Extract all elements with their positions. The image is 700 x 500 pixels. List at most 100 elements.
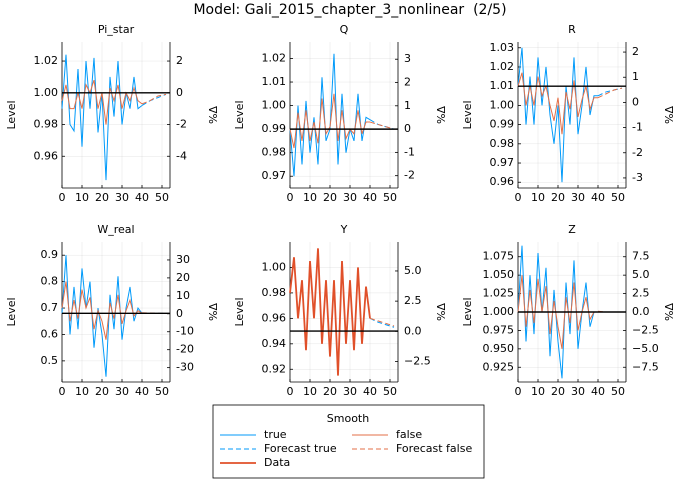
x-tick-label: 40 bbox=[363, 191, 377, 204]
y-tick-label: 1.01 bbox=[490, 79, 515, 92]
x-tick-label: 50 bbox=[611, 385, 625, 398]
y2-tick-label: -3 bbox=[632, 171, 643, 184]
y-tick-label: 0.97 bbox=[490, 156, 515, 169]
y-axis-label: Level bbox=[5, 297, 18, 326]
legend-label: Forecast false bbox=[396, 442, 472, 455]
y-tick-label: 0.7 bbox=[41, 301, 59, 314]
y-tick-label: 0.98 bbox=[262, 286, 287, 299]
y-tick-label: 0.98 bbox=[262, 146, 287, 159]
x-tick-label: 30 bbox=[571, 385, 585, 398]
x-tick-label: 10 bbox=[531, 385, 545, 398]
x-tick-label: 50 bbox=[383, 191, 397, 204]
y-tick-label: 0.98 bbox=[490, 137, 515, 150]
series-line bbox=[141, 93, 167, 105]
y2-axis-label: %Δ bbox=[663, 106, 676, 124]
y2-tick-label: 0.0 bbox=[404, 324, 422, 337]
y2-tick-label: -1 bbox=[632, 121, 643, 134]
y-axis-label: Level bbox=[233, 297, 246, 326]
y2-tick-label: 0.0 bbox=[632, 305, 650, 318]
x-tick-label: 20 bbox=[95, 385, 109, 398]
series-line bbox=[517, 72, 598, 135]
y2-tick-label: 0 bbox=[176, 307, 183, 320]
y2-tick-label: −2.5 bbox=[404, 354, 431, 367]
x-tick-label: 30 bbox=[115, 385, 129, 398]
y2-tick-label: 10 bbox=[176, 289, 190, 302]
legend-title: Smooth bbox=[327, 412, 369, 425]
series-line bbox=[289, 93, 370, 149]
x-tick-label: 30 bbox=[115, 191, 129, 204]
x-tick-label: 0 bbox=[515, 385, 522, 398]
x-tick-label: 20 bbox=[551, 191, 565, 204]
y-tick-label: 1.050 bbox=[483, 268, 515, 281]
y-tick-label: 0.99 bbox=[490, 118, 515, 131]
legend-label: false bbox=[396, 428, 422, 441]
x-tick-label: 40 bbox=[591, 191, 605, 204]
y2-tick-label: -30 bbox=[176, 361, 194, 374]
y-tick-label: 1.02 bbox=[34, 54, 59, 67]
y2-tick-label: 30 bbox=[176, 253, 190, 266]
x-tick-label: 50 bbox=[383, 385, 397, 398]
y-tick-label: 0.94 bbox=[262, 337, 287, 350]
x-tick-label: 0 bbox=[59, 385, 66, 398]
series-line bbox=[61, 281, 143, 340]
y2-tick-label: 0 bbox=[404, 122, 411, 135]
y2-tick-label: -2 bbox=[176, 118, 187, 131]
y2-tick-label: 1 bbox=[404, 99, 411, 112]
y2-tick-label: -2 bbox=[632, 146, 643, 159]
x-tick-label: 40 bbox=[135, 385, 149, 398]
y2-axis-label: %Δ bbox=[207, 303, 220, 321]
x-tick-label: 50 bbox=[155, 385, 169, 398]
y2-axis-label: %Δ bbox=[207, 106, 220, 124]
y2-tick-label: −5.0 bbox=[632, 342, 659, 355]
x-tick-label: 20 bbox=[323, 191, 337, 204]
y2-tick-label: 5.0 bbox=[632, 268, 650, 281]
y-tick-label: 1.000 bbox=[483, 305, 515, 318]
x-tick-label: 0 bbox=[287, 191, 294, 204]
y-tick-label: 0.925 bbox=[483, 360, 515, 373]
y2-axis-label: %Δ bbox=[435, 106, 448, 124]
legend-label: Forecast true bbox=[264, 442, 337, 455]
y-axis-label: Level bbox=[233, 100, 246, 129]
x-tick-label: 0 bbox=[287, 385, 294, 398]
series-line bbox=[517, 245, 598, 379]
y2-axis-label: %Δ bbox=[435, 303, 448, 321]
y-tick-label: 0.6 bbox=[41, 327, 59, 340]
y-tick-label: 0.98 bbox=[34, 118, 59, 131]
y2-tick-label: 7.5 bbox=[632, 250, 650, 263]
y-tick-label: 1.01 bbox=[262, 75, 287, 88]
y2-tick-label: -20 bbox=[176, 343, 194, 356]
panel-title: R bbox=[568, 23, 576, 36]
series-line bbox=[369, 317, 395, 328]
y2-tick-label: 20 bbox=[176, 271, 190, 284]
x-tick-label: 20 bbox=[323, 385, 337, 398]
y2-tick-label: −2.5 bbox=[632, 323, 659, 336]
y2-tick-label: 1 bbox=[632, 70, 639, 83]
y-tick-label: 0.99 bbox=[262, 122, 287, 135]
y-tick-label: 1.075 bbox=[483, 250, 515, 263]
y2-tick-label: -2 bbox=[404, 169, 415, 182]
x-tick-label: 20 bbox=[551, 385, 565, 398]
y-tick-label: 0.96 bbox=[262, 311, 287, 324]
y-axis-label: Level bbox=[5, 100, 18, 129]
y2-tick-label: 0 bbox=[632, 95, 639, 108]
y-tick-label: 0.950 bbox=[483, 342, 515, 355]
panel-title: Q bbox=[340, 23, 349, 36]
series-line bbox=[597, 87, 623, 99]
y2-tick-label: -1 bbox=[404, 145, 415, 158]
series-line bbox=[369, 121, 395, 130]
panel-title: Y bbox=[340, 223, 348, 236]
panel-title: Z bbox=[568, 223, 576, 236]
x-tick-label: 0 bbox=[515, 191, 522, 204]
panel-title: Pi_star bbox=[98, 23, 135, 36]
y2-tick-label: 2 bbox=[176, 54, 183, 67]
y-tick-label: 0.8 bbox=[41, 275, 59, 288]
y-tick-label: 0.96 bbox=[490, 175, 515, 188]
x-tick-label: 10 bbox=[75, 385, 89, 398]
y2-tick-label: 0 bbox=[176, 86, 183, 99]
y-tick-label: 0.9 bbox=[41, 248, 59, 261]
y-tick-label: 1.03 bbox=[490, 41, 515, 54]
legend-label: Data bbox=[264, 456, 290, 469]
x-tick-label: 10 bbox=[75, 191, 89, 204]
x-tick-label: 50 bbox=[611, 191, 625, 204]
x-tick-label: 40 bbox=[363, 385, 377, 398]
